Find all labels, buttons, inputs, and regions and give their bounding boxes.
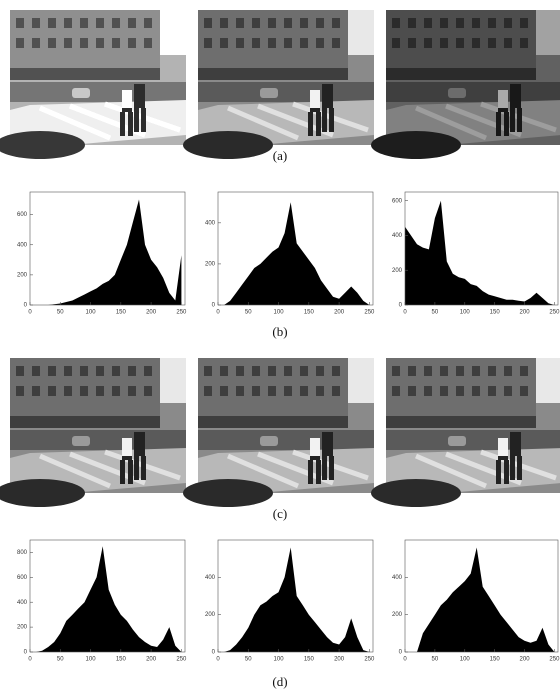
- y-tick-label: 0: [212, 303, 216, 309]
- y-tick-label: 400: [17, 600, 28, 606]
- caption: (d): [272, 674, 287, 689]
- histogram-area: [30, 546, 182, 652]
- x-tick-label: 0: [28, 310, 32, 316]
- x-tick-label: 200: [520, 657, 531, 663]
- x-tick-label: 150: [304, 310, 315, 316]
- histogram: 0 50 100 150 200 250 0 200 400: [205, 191, 375, 316]
- y-tick-label: 200: [205, 261, 216, 267]
- x-tick-label: 150: [304, 657, 315, 663]
- y-tick-label: 400: [17, 242, 28, 248]
- plot-frame: [217, 539, 374, 653]
- x-tick-label: 0: [403, 657, 407, 663]
- y-tick-label: 0: [399, 303, 403, 309]
- x-tick-label: 0: [28, 657, 32, 663]
- histogram: 0 50 100 150 200 250 0 200 400 600 800: [17, 539, 187, 663]
- x-tick-label: 150: [116, 657, 127, 663]
- y-tick-label: 400: [205, 575, 216, 581]
- histogram: 0 50 100 150 200 250 0 200 400: [392, 539, 560, 663]
- x-tick-label: 250: [549, 657, 560, 663]
- y-tick-label: 0: [212, 650, 216, 656]
- x-tick-label: 200: [334, 657, 345, 663]
- caption: (a): [273, 148, 287, 163]
- x-tick-label: 50: [432, 310, 439, 316]
- histogram-area: [218, 202, 370, 305]
- x-tick-label: 0: [216, 657, 220, 663]
- y-tick-label: 600: [17, 212, 28, 218]
- x-tick-label: 100: [460, 657, 471, 663]
- x-tick-label: 100: [274, 657, 285, 663]
- x-tick-label: 150: [116, 310, 127, 316]
- histogram-area: [30, 199, 182, 305]
- x-tick-label: 250: [549, 310, 560, 316]
- y-tick-label: 600: [17, 575, 28, 581]
- x-tick-label: 50: [245, 310, 252, 316]
- histogram-area: [405, 547, 555, 652]
- plot-frame: [29, 191, 186, 306]
- plot-frame: [217, 191, 374, 306]
- x-tick-label: 100: [86, 657, 97, 663]
- histogram: 0 50 100 150 200 250 0 200 400 600: [392, 191, 560, 316]
- x-tick-label: 50: [57, 310, 64, 316]
- x-tick-label: 200: [334, 310, 345, 316]
- photo-row-c: [0, 358, 560, 507]
- x-tick-label: 250: [176, 310, 187, 316]
- y-tick-label: 200: [392, 612, 403, 618]
- x-tick-label: 150: [490, 657, 501, 663]
- caption: (b): [272, 324, 287, 339]
- x-tick-label: 100: [86, 310, 97, 316]
- histogram-area: [405, 200, 555, 305]
- y-tick-label: 400: [392, 233, 403, 239]
- histogram-area: [218, 547, 370, 652]
- plot-frame: [29, 539, 186, 653]
- x-tick-label: 250: [176, 657, 187, 663]
- plot-frame: [404, 539, 559, 653]
- y-tick-label: 0: [399, 650, 403, 656]
- y-tick-label: 0: [24, 303, 28, 309]
- histogram: 0 50 100 150 200 250 0 200 400 600: [17, 191, 187, 316]
- x-tick-label: 250: [364, 657, 375, 663]
- x-tick-label: 50: [245, 657, 252, 663]
- y-tick-label: 200: [17, 272, 28, 278]
- y-tick-label: 800: [17, 550, 28, 556]
- x-tick-label: 250: [364, 310, 375, 316]
- y-tick-label: 0: [24, 650, 28, 656]
- x-tick-label: 50: [57, 657, 64, 663]
- y-tick-label: 200: [205, 612, 216, 618]
- x-tick-label: 100: [460, 310, 471, 316]
- x-tick-label: 50: [432, 657, 439, 663]
- x-tick-label: 200: [146, 310, 157, 316]
- x-tick-label: 200: [146, 657, 157, 663]
- plot-frame: [404, 191, 559, 306]
- histogram: 0 50 100 150 200 250 0 200 400: [205, 539, 375, 663]
- x-tick-label: 200: [520, 310, 531, 316]
- y-tick-label: 200: [17, 625, 28, 631]
- y-tick-label: 600: [392, 198, 403, 204]
- y-tick-label: 200: [392, 268, 403, 274]
- y-tick-label: 400: [205, 220, 216, 226]
- y-tick-label: 400: [392, 575, 403, 581]
- x-tick-label: 150: [490, 310, 501, 316]
- photo-row-a: [0, 10, 560, 159]
- x-tick-label: 0: [216, 310, 220, 316]
- caption: (c): [273, 506, 287, 521]
- x-tick-label: 100: [274, 310, 285, 316]
- x-tick-label: 0: [403, 310, 407, 316]
